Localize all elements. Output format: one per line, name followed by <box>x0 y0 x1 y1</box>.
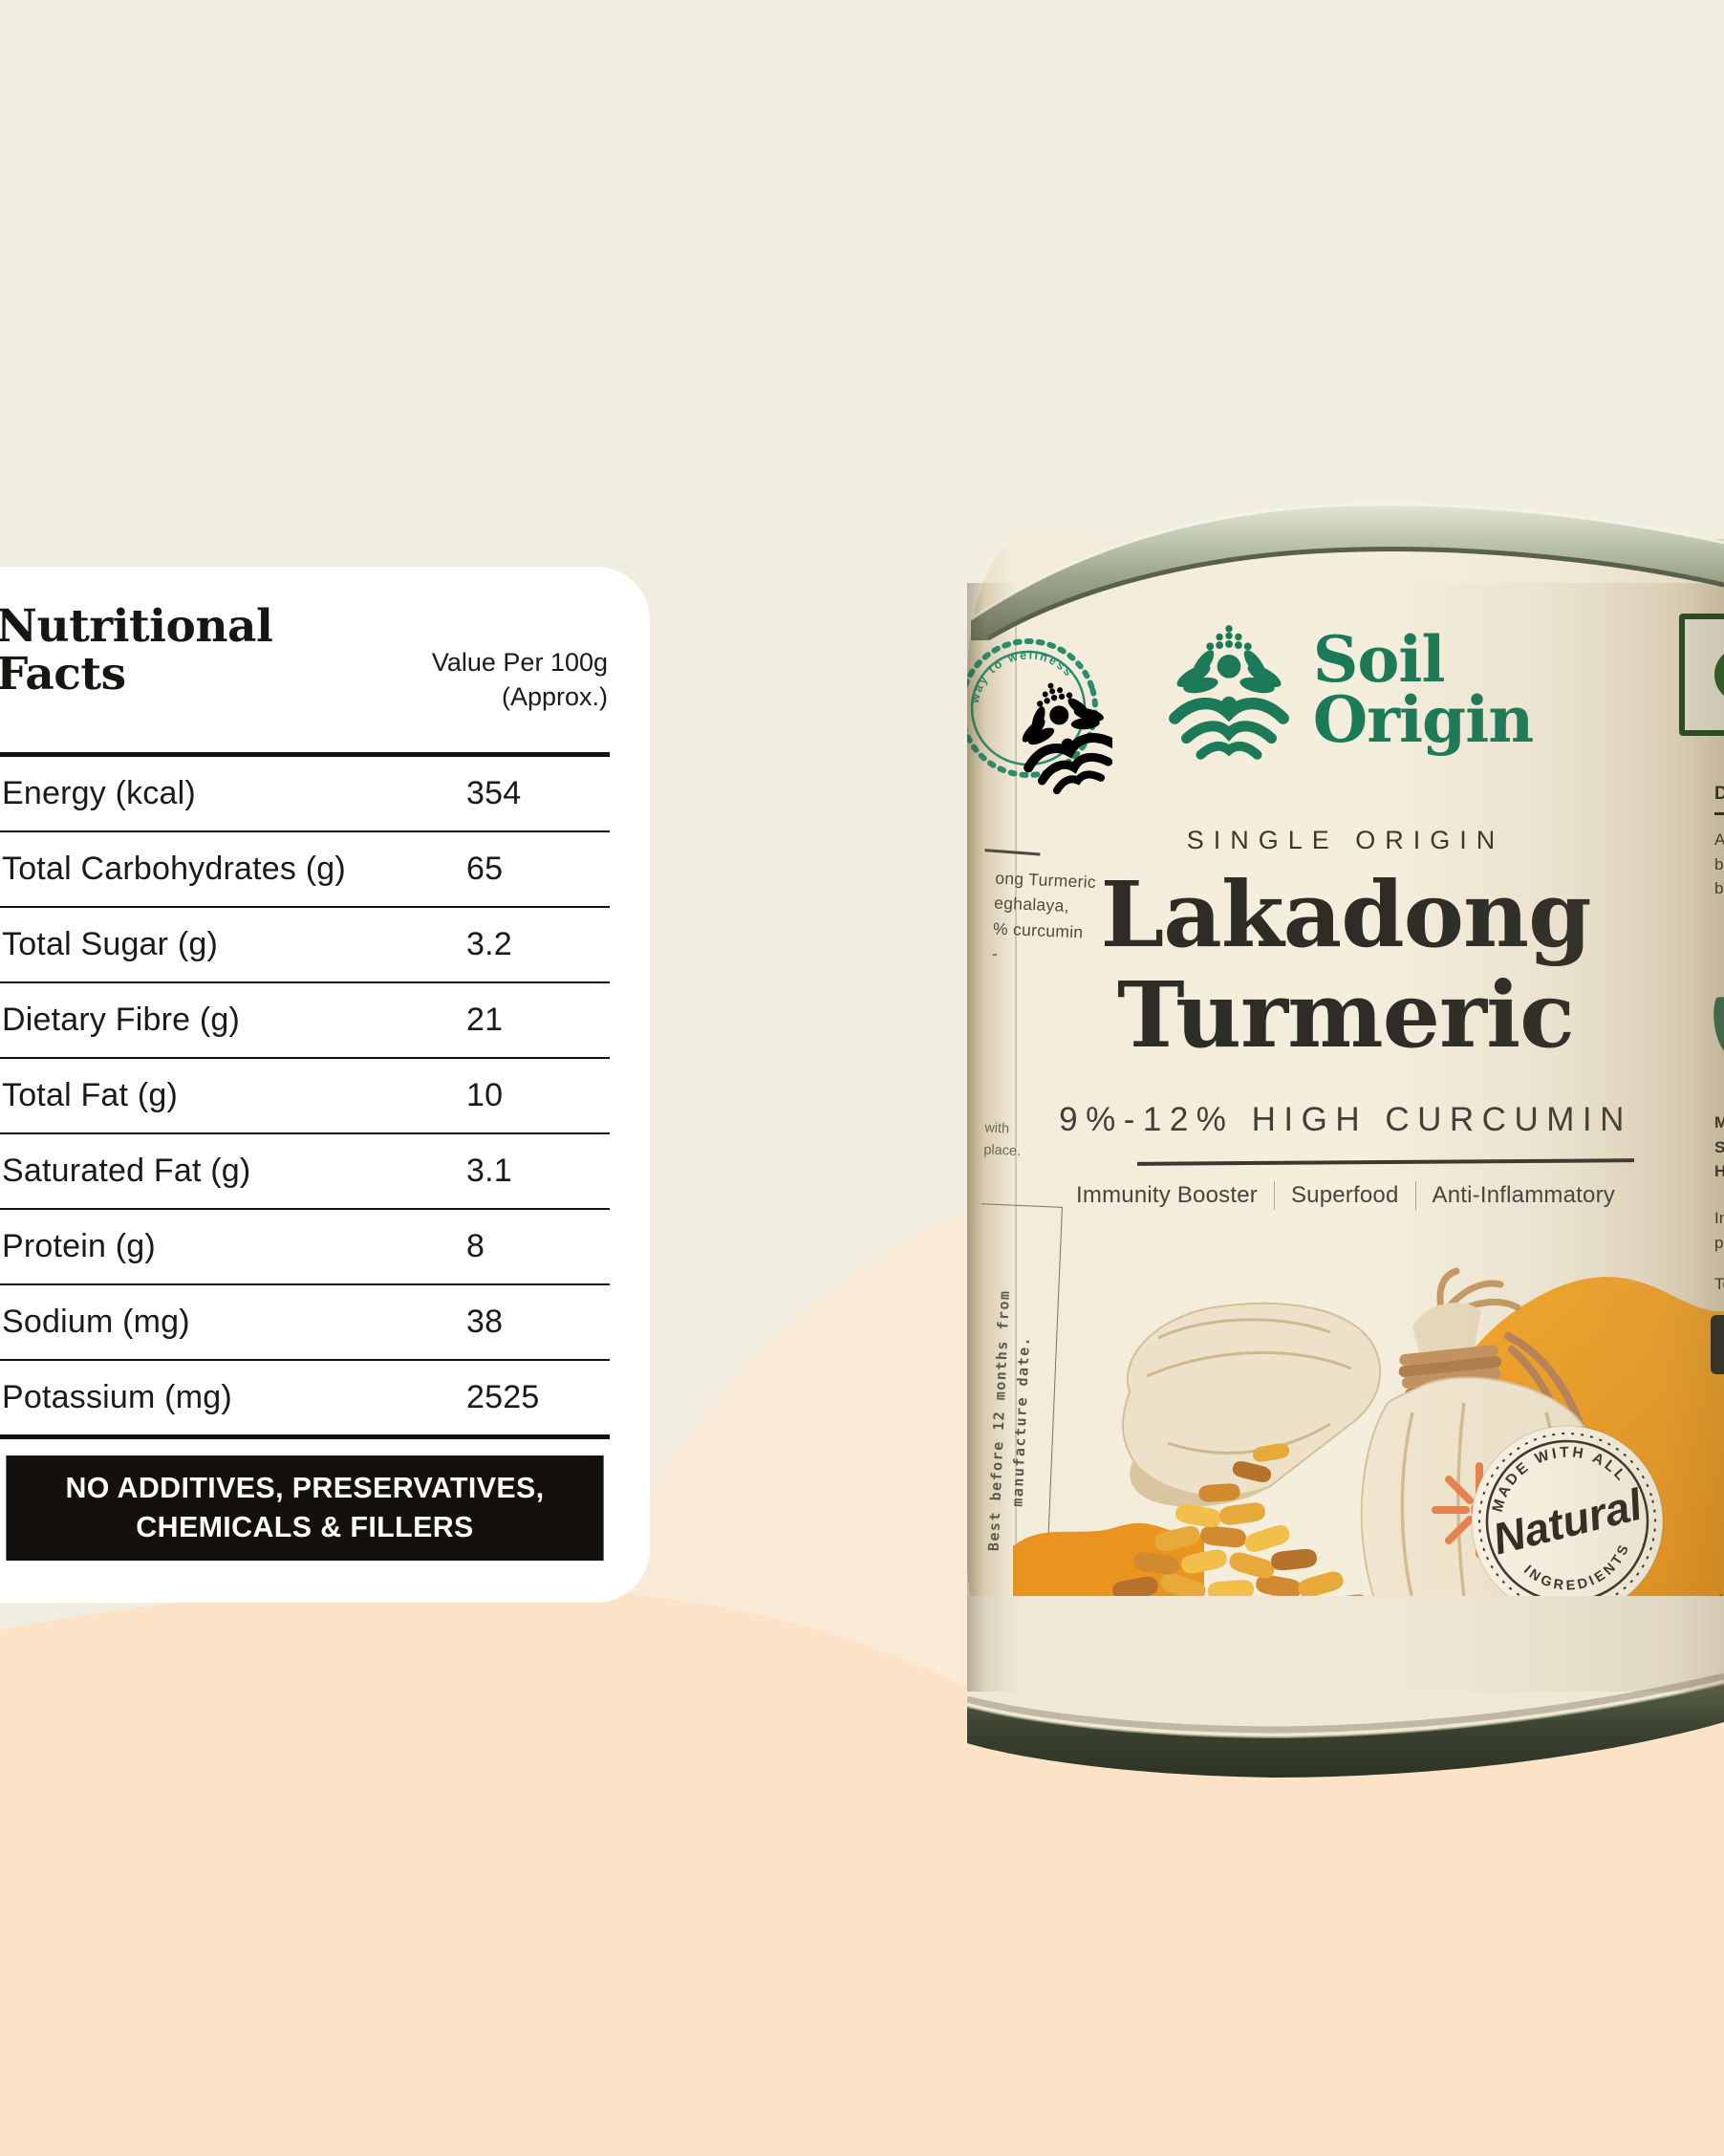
brand-logo: Soil Origin <box>967 619 1724 761</box>
label-crease <box>1015 602 1017 1634</box>
wellness-stamp-icon: way to wellness <box>967 636 1112 799</box>
product-name: Lakadong Turmeric <box>1100 862 1591 1068</box>
row-label: Total Sugar (g) <box>2 926 218 962</box>
table-row: Total Sugar (g) 3.2 <box>0 908 610 983</box>
benefits-row: Immunity Booster Superfood Anti-Inflamma… <box>967 1181 1724 1210</box>
side-panel-right: Dir Ad bea bol Ma Soi Ha In ple To <box>967 497 1724 1782</box>
row-value: 2525 <box>466 1379 540 1415</box>
row-label: Total Carbohydrates (g) <box>2 851 346 887</box>
row-value: 354 <box>466 775 522 811</box>
right-fragments-3: In ple <box>1714 1209 1724 1252</box>
benefit-item: Superfood <box>1290 1182 1399 1208</box>
row-value: 38 <box>466 1304 504 1340</box>
table-row: Total Carbohydrates (g) 65 <box>0 832 610 908</box>
benefit-separator <box>1273 1181 1275 1210</box>
row-value: 3.1 <box>466 1153 512 1189</box>
table-row: Sodium (mg) 38 <box>0 1285 610 1361</box>
table-row: Total Fat (g) 10 <box>0 1059 610 1134</box>
nutrition-table: Energy (kcal) 354 Total Carbohydrates (g… <box>0 752 610 1439</box>
row-label: Saturated Fat (g) <box>2 1153 251 1189</box>
table-row: Dietary Fibre (g) 21 <box>0 983 610 1059</box>
product-can: way to wellness ong Turmeric eghalaya, %… <box>967 497 1724 1782</box>
benefit-item: Anti-Inflammatory <box>1432 1182 1615 1208</box>
peach-deep-wave <box>0 1585 1724 2156</box>
no-additives-banner: NO ADDITIVES, PRESERVATIVES, CHEMICALS &… <box>6 1455 604 1561</box>
card-title-line1: Nutritional <box>0 600 273 653</box>
row-label: Sodium (mg) <box>2 1304 190 1340</box>
veg-mark-icon <box>1679 614 1724 736</box>
right-fragments-2: Ma Soi Ha <box>1714 1113 1724 1180</box>
card-title-line2: Facts <box>0 647 126 701</box>
curcumin-subtitle: 9%-12% HIGH CURCUMIN <box>1059 1101 1632 1138</box>
table-row: Energy (kcal) 354 <box>0 757 610 832</box>
row-value: 21 <box>466 1002 504 1038</box>
barcode-patch <box>1711 1315 1724 1374</box>
row-label: Energy (kcal) <box>2 775 196 811</box>
brand-name: Soil Origin <box>1312 622 1535 757</box>
right-fragments-1: Ad bea bol <box>1714 830 1724 897</box>
can-top-rim <box>970 503 1724 641</box>
row-value: 10 <box>466 1077 504 1113</box>
nutrition-facts-card: Nutritional Facts Value Per 100g (Approx… <box>0 567 650 1603</box>
natural-badge: MADE WITH ALL INGREDIENTS Natural <box>1471 1425 1664 1618</box>
row-label: Potassium (mg) <box>2 1379 232 1415</box>
directions-heading-fragment: Dir <box>1714 784 1724 804</box>
category-label: SINGLE ORIGIN <box>1186 826 1505 854</box>
row-label: Total Fat (g) <box>2 1077 178 1113</box>
row-label: Protein (g) <box>2 1228 156 1264</box>
row-value: 3.2 <box>466 926 512 962</box>
row-value: 8 <box>466 1228 485 1264</box>
card-title: Nutritional Facts <box>0 600 273 701</box>
row-label: Dietary Fibre (g) <box>2 1002 241 1038</box>
directions-underline <box>1714 812 1724 815</box>
value-column-header: Value Per 100g (Approx.) <box>431 648 608 712</box>
right-fragment-4: To <box>1714 1275 1724 1293</box>
table-row: Saturated Fat (g) 3.1 <box>0 1134 610 1210</box>
table-row: Protein (g) 8 <box>0 1210 610 1285</box>
benefit-item: Immunity Booster <box>1076 1182 1258 1208</box>
spoon-icon <box>1713 997 1724 1051</box>
benefit-separator <box>1414 1181 1416 1210</box>
can-bottom-rim <box>967 1596 1724 1778</box>
table-row: Potassium (mg) 2525 <box>0 1361 610 1439</box>
row-value: 65 <box>466 851 504 887</box>
